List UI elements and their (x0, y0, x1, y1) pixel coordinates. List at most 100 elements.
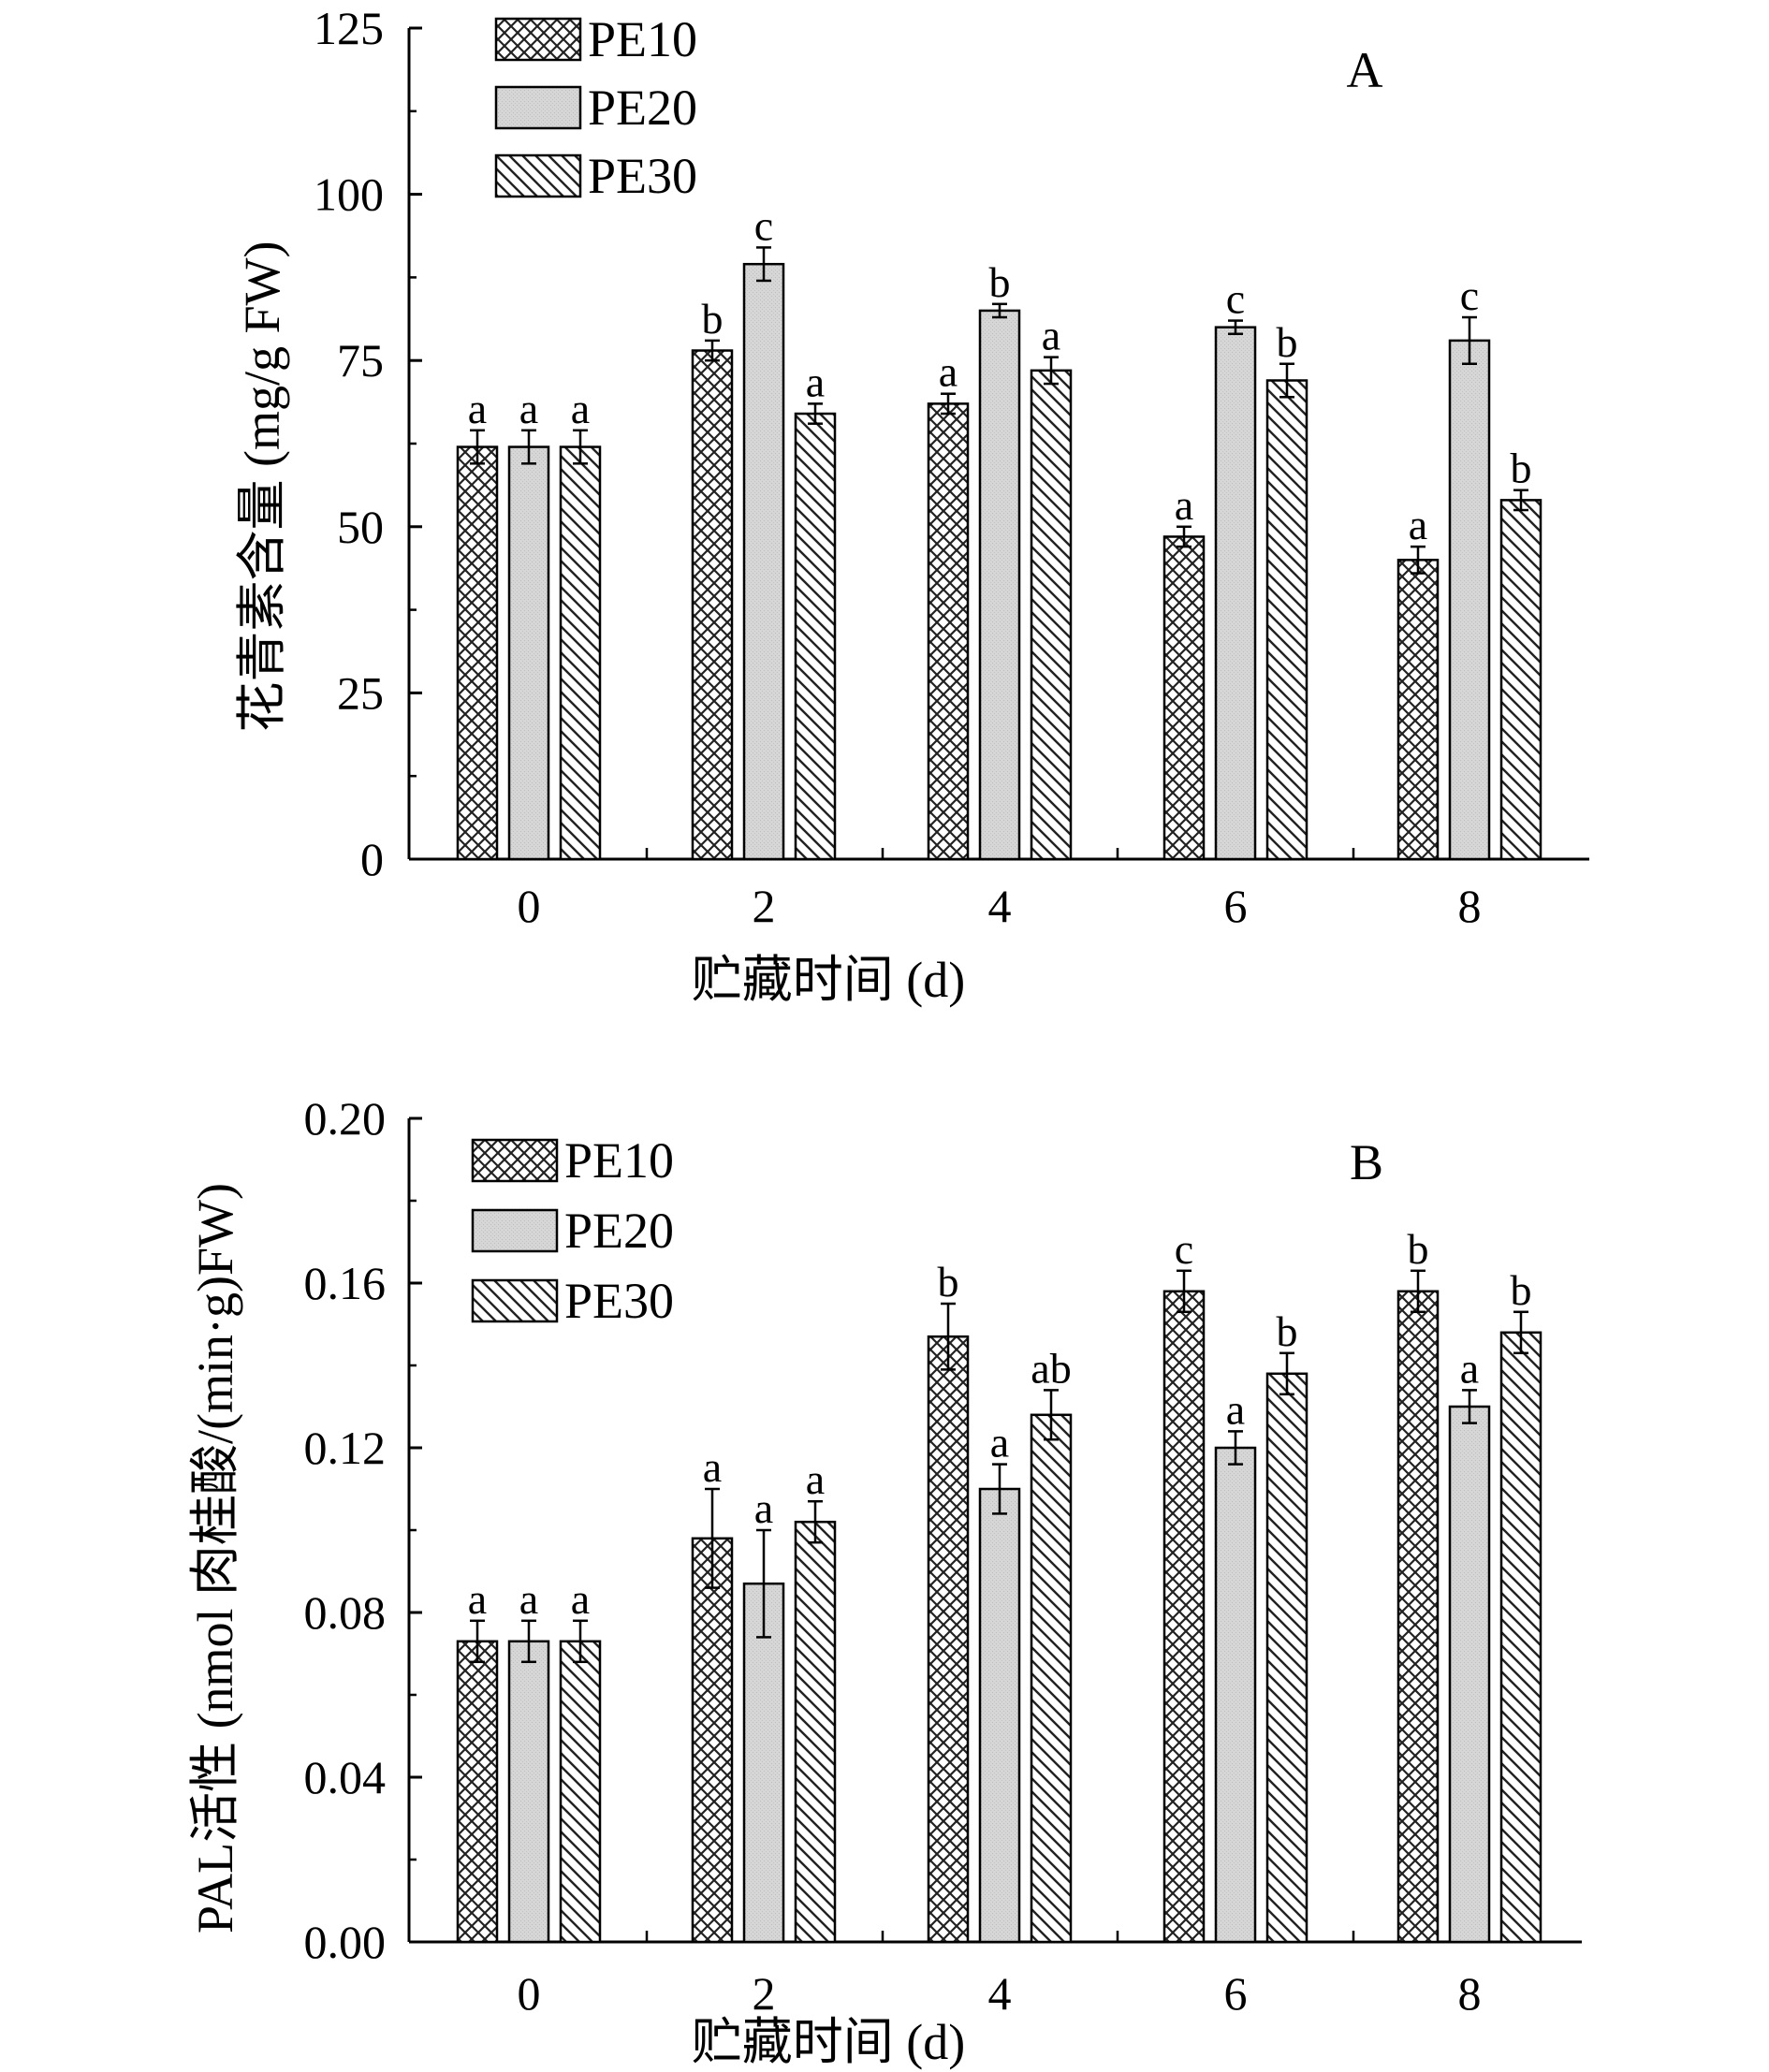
y-axis-title-a: 花青素含量 (mg/g FW) (234, 241, 290, 733)
y-axis-b: 0.00 0.04 0.08 0.12 0.16 0.20 (304, 1092, 422, 1968)
legend-label-pe20: PE20 (588, 80, 697, 136)
bar-pe10 (691, 1537, 734, 1944)
y-tick-label: 0 (360, 833, 384, 885)
legend-label-pe10: PE10 (588, 11, 697, 67)
significance-label: a (1409, 501, 1427, 548)
legend-label-pe30: PE30 (564, 1273, 674, 1329)
panel-letter-a: A (1347, 42, 1383, 98)
bar-pe10 (691, 349, 734, 861)
y-axis-a: 0 25 50 75 100 125 (314, 2, 422, 885)
significance-label: a (939, 348, 958, 396)
y-tick-label: 0.12 (304, 1422, 387, 1474)
significance-label: a (1042, 312, 1060, 359)
bar-pe20 (507, 1640, 550, 1944)
significance-label: ab (1031, 1344, 1071, 1392)
x-tick-label: 0 (518, 880, 541, 932)
x-tick-label: 8 (1458, 880, 1482, 932)
significance-label: b (1511, 445, 1532, 492)
significance-label: c (1226, 275, 1245, 323)
bar-pe30 (1265, 379, 1308, 861)
x-tick-label: 4 (988, 880, 1012, 932)
x-tick-label: 6 (1224, 1967, 1248, 2020)
bar-pe10 (456, 1640, 499, 1944)
y-tick-label: 0.04 (304, 1751, 387, 1803)
x-axis-b: 0 2 4 6 8 (409, 1931, 1582, 2020)
bar-pe30 (1499, 1331, 1542, 1944)
bar-pe20 (1448, 339, 1491, 861)
legend-a: PE10 PE20 PE30 (494, 11, 697, 204)
x-tick-label: 2 (753, 880, 776, 932)
bar-pe20 (742, 1582, 785, 1944)
y-tick-label: 125 (314, 2, 384, 54)
legend-swatch-pe30 (494, 153, 582, 198)
x-tick-label: 8 (1458, 1967, 1482, 2020)
y-axis-title-b: PAL活性 (nmol 肉桂酸/(min·g)FW) (187, 1183, 243, 1933)
significance-label: b (1408, 1225, 1429, 1273)
chart-panel-a: A 花青素含量 (mg/g FW) 贮藏时间 (d) 0 25 50 75 100 125… (234, 2, 1589, 1008)
significance-label: a (468, 1575, 487, 1623)
legend-swatch-pe20 (494, 85, 582, 130)
panel-letter-b: B (1350, 1134, 1383, 1190)
y-tick-label: 0.08 (304, 1586, 387, 1639)
significance-label: b (1511, 1266, 1532, 1314)
x-axis-title-a: 贮藏时间 (d) (692, 952, 965, 1008)
bar-pe10 (1396, 1290, 1440, 1944)
x-tick-label: 6 (1224, 880, 1248, 932)
y-tick-label: 75 (337, 334, 384, 387)
significance-label: a (1226, 1385, 1245, 1433)
y-tick-label: 0.20 (304, 1092, 387, 1145)
significance-label: c (1460, 271, 1479, 319)
significance-label: a (1175, 481, 1193, 529)
legend-swatch-pe30 (471, 1278, 559, 1323)
x-tick-label: 4 (988, 1967, 1012, 2020)
bar-pe10 (927, 1335, 970, 1944)
x-axis-title-b: 贮藏时间 (d) (692, 2014, 965, 2070)
legend-swatch-pe10 (494, 17, 582, 62)
significance-label: b (702, 295, 724, 343)
significance-label: c (754, 201, 773, 249)
x-axis-a: 0 2 4 6 8 (409, 848, 1589, 932)
bar-pe20 (978, 309, 1021, 861)
x-tick-label: 2 (753, 1967, 776, 2020)
legend-label-pe30: PE30 (588, 148, 697, 204)
bar-pe20 (978, 1487, 1021, 1944)
significance-label: a (519, 385, 538, 432)
significance-label: a (754, 1484, 773, 1532)
significance-label: a (468, 385, 487, 432)
legend-swatch-pe20 (471, 1208, 559, 1253)
significance-label: c (1175, 1225, 1193, 1273)
bar-pe10 (1162, 535, 1206, 861)
bar-pe10 (927, 402, 970, 861)
significance-label: b (938, 1258, 959, 1306)
legend-b: PE10 PE20 PE30 (471, 1132, 674, 1329)
bar-pe30 (559, 1640, 602, 1944)
significance-label: a (703, 1443, 722, 1491)
bar-pe30 (794, 412, 837, 861)
y-tick-label: 0.00 (304, 1916, 387, 1968)
significance-label: a (519, 1575, 538, 1623)
bar-pe10 (1396, 559, 1440, 861)
chart-panel-b: B PAL活性 (nmol 肉桂酸/(min·g)FW) 贮藏时间 (d) 0.… (187, 1092, 1582, 2070)
legend-label-pe20: PE20 (564, 1203, 674, 1259)
bar-pe30 (1030, 369, 1073, 861)
bar-pe20 (1214, 1446, 1257, 1944)
bar-pe30 (1030, 1413, 1073, 1944)
y-tick-label: 0.16 (304, 1257, 387, 1309)
significance-label: b (989, 258, 1011, 306)
significance-label: b (1277, 1307, 1298, 1355)
bar-pe30 (794, 1520, 837, 1944)
y-tick-label: 25 (337, 666, 384, 719)
bar-pe10 (456, 445, 499, 861)
x-tick-label: 0 (518, 1967, 541, 2020)
y-tick-label: 100 (314, 168, 384, 221)
significance-label: a (990, 1419, 1009, 1466)
legend-label-pe10: PE10 (564, 1132, 674, 1189)
significance-label: a (806, 1455, 825, 1503)
bar-pe20 (1214, 326, 1257, 861)
bar-pe20 (742, 262, 785, 861)
bar-pe20 (1448, 1405, 1491, 1944)
bar-pe30 (1499, 499, 1542, 861)
